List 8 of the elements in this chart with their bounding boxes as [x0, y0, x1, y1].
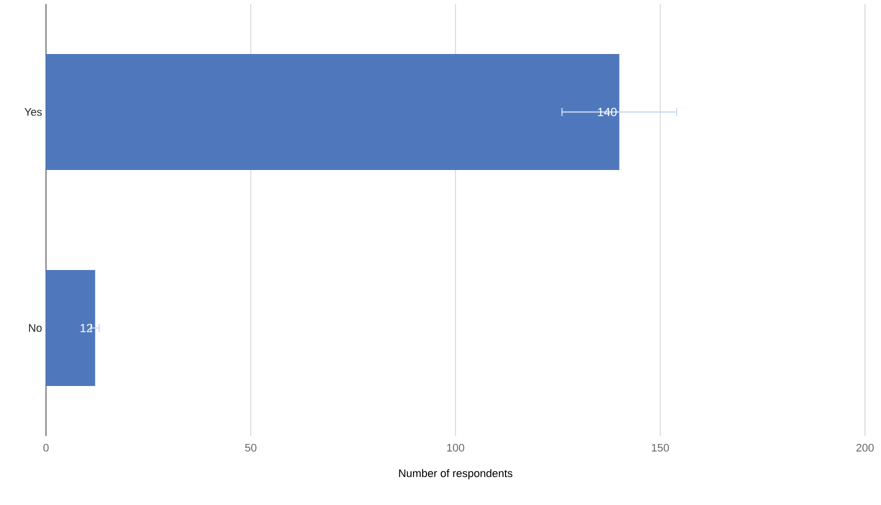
x-tick-label: 150 — [652, 444, 669, 452]
y-tick-label: No — [29, 324, 42, 332]
x-tick-label: 0 — [43, 444, 49, 452]
x-tick-label: 100 — [447, 444, 464, 452]
y-tick-label: Yes — [24, 108, 42, 116]
x-tick-label: 200 — [856, 444, 874, 452]
x-tick-label: 50 — [245, 444, 256, 452]
x-axis-title: Number of respondents — [399, 469, 512, 480]
